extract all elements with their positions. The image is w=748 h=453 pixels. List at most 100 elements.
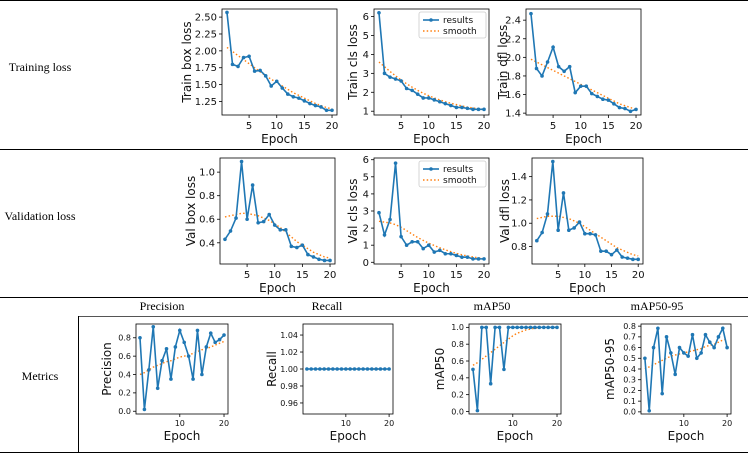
y-tick-label: 1.2 <box>511 195 527 206</box>
metric-header-recall: Recall <box>311 299 343 313</box>
data-point <box>289 244 294 249</box>
data-point <box>365 367 370 371</box>
x-axis-label: Epoch <box>413 281 450 295</box>
data-point <box>609 252 614 257</box>
data-point <box>454 105 459 110</box>
x-tick-label: 5 <box>398 270 404 281</box>
data-point <box>497 325 502 330</box>
data-point <box>677 345 682 350</box>
data-point <box>484 325 489 330</box>
data-point <box>295 245 299 250</box>
data-point <box>615 248 619 252</box>
data-point <box>239 159 244 164</box>
data-point <box>540 230 544 235</box>
chart-train-dfl-loss: 1.4 1.6 1.8 2.0 2.2 2.4 5 10 15 20 Epoch Train dfl … <box>496 8 642 146</box>
series-line-results <box>644 325 728 411</box>
y-tick-label: 2.2 <box>505 34 521 45</box>
y-tick-label: 2.00 <box>195 46 217 57</box>
data-point <box>223 237 227 242</box>
data-point <box>465 255 470 259</box>
data-point <box>311 255 316 259</box>
y-tick-label: 0.98 <box>280 382 298 391</box>
row-label-metrics: Metrics <box>21 369 59 383</box>
y-tick-label: 1 <box>363 107 369 118</box>
data-point <box>562 69 566 74</box>
plot-frame <box>468 323 562 415</box>
data-point <box>421 96 426 100</box>
y-tick-label: 4 <box>363 50 369 61</box>
y-tick-label: 1 <box>363 241 369 252</box>
x-tick-label: 10 <box>508 419 518 428</box>
data-point <box>182 340 187 345</box>
y-tick-label: 0.8 <box>118 334 131 343</box>
data-point <box>241 55 246 60</box>
data-point <box>628 109 633 114</box>
data-point <box>482 257 486 261</box>
series-line-smooth <box>536 215 639 257</box>
y-tick-label: 3 <box>363 69 369 80</box>
data-point <box>471 367 475 372</box>
data-point <box>410 239 414 244</box>
series-line-smooth <box>378 61 485 111</box>
data-point <box>589 91 594 96</box>
data-point <box>382 71 387 76</box>
x-tick-label: 10 <box>578 270 591 281</box>
y-tick-label: 0.8 <box>623 322 636 331</box>
data-point <box>533 325 537 330</box>
data-point <box>515 325 520 330</box>
y-tick-label: 0.1 <box>623 397 636 406</box>
data-point <box>421 246 426 251</box>
x-axis-label: Epoch <box>413 132 450 146</box>
data-point <box>460 105 464 110</box>
data-point <box>673 372 677 377</box>
data-point <box>228 229 233 233</box>
data-point <box>306 252 310 257</box>
plot-frame <box>221 8 338 116</box>
x-tick-label: 10 <box>268 270 281 281</box>
plot-frame <box>525 8 642 116</box>
data-point <box>258 68 262 73</box>
x-tick-label: 15 <box>298 121 311 132</box>
y-tick-label: 0.6 <box>451 357 464 366</box>
data-point <box>502 367 506 372</box>
y-axis-label: Recall <box>265 351 279 387</box>
x-tick-label: 10 <box>270 121 283 132</box>
data-point <box>426 96 431 100</box>
data-point <box>556 64 561 69</box>
data-point <box>537 325 542 330</box>
data-point <box>593 233 598 237</box>
data-point <box>204 345 209 349</box>
y-tick-label: 0.0 <box>451 407 464 416</box>
data-point <box>426 243 431 247</box>
x-tick-label: 10 <box>341 419 351 428</box>
data-point <box>480 325 484 330</box>
x-axis-label: Epoch <box>668 429 705 443</box>
data-point <box>308 101 312 106</box>
data-point <box>300 243 305 247</box>
data-point <box>567 64 572 69</box>
data-point <box>561 191 566 195</box>
data-point <box>528 325 533 330</box>
y-axis-label: Precision <box>100 342 114 396</box>
metric-header-map50-95: mAP50-95 <box>630 299 684 313</box>
data-point <box>476 107 481 112</box>
chart-map50-95: 0.0 0.1 0.20.3 0.4 0.5 0.60.7 0.8 10 20 Epoch mAP5… <box>603 322 732 443</box>
data-point <box>369 367 374 371</box>
data-point <box>317 257 321 262</box>
data-point <box>604 249 608 253</box>
y-tick-label: 1.50 <box>195 80 217 91</box>
y-axis-label: Train dfl loss <box>496 25 510 101</box>
y-tick-label: 5 <box>363 172 369 183</box>
data-point <box>643 356 647 361</box>
data-point <box>247 54 251 59</box>
x-axis-label: Epoch <box>261 132 298 146</box>
data-point <box>164 346 169 351</box>
data-point <box>482 107 486 112</box>
data-point <box>690 332 695 337</box>
data-point <box>454 253 459 258</box>
data-point <box>382 233 387 237</box>
legend-box <box>418 11 487 39</box>
series-line-results <box>472 326 558 411</box>
data-point <box>331 367 335 371</box>
